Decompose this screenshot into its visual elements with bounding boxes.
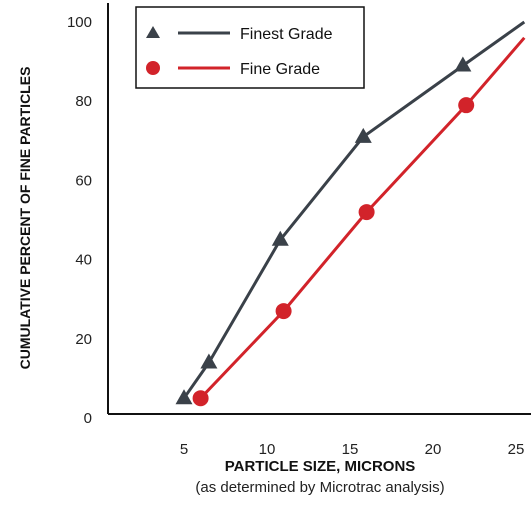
legend-circle-marker-icon — [146, 61, 160, 75]
x-tick-label: 15 — [342, 441, 359, 458]
x-tick-label: 25 — [508, 441, 525, 458]
legend-label-fine: Fine Grade — [240, 61, 320, 78]
data-point-circle — [358, 204, 375, 221]
data-point-circle — [192, 390, 209, 407]
legend: Finest Grade Fine Grade — [135, 6, 365, 89]
data-point-triangle — [454, 56, 472, 72]
data-series — [175, 20, 526, 407]
legend-box — [135, 6, 365, 89]
y-tick-label: 0 — [84, 410, 92, 427]
data-point-circle — [275, 303, 292, 320]
y-axis-title: CUMULATIVE PERCENT OF FINE PARTICLES — [17, 67, 33, 370]
data-point-triangle — [175, 389, 193, 405]
x-tick-label: 20 — [425, 441, 442, 458]
legend-triangle-marker-icon — [146, 26, 160, 38]
x-tick-label: 5 — [180, 441, 188, 458]
data-point-triangle — [200, 353, 218, 369]
y-tick-label: 100 — [67, 14, 92, 31]
data-point-triangle — [354, 127, 372, 143]
data-point-triangle — [271, 230, 289, 246]
legend-label-finest: Finest Grade — [240, 26, 333, 43]
y-tick-label: 60 — [75, 172, 92, 189]
x-axis-title: PARTICLE SIZE, MICRONS — [225, 458, 416, 475]
tick-labels: 5 10 15 20 25 0 20 40 60 80 100 — [67, 14, 524, 458]
x-axis-note: (as determined by Microtrac analysis) — [195, 479, 444, 496]
y-tick-label: 80 — [75, 93, 92, 110]
x-tick-label: 10 — [259, 441, 276, 458]
y-tick-label: 40 — [75, 252, 92, 269]
y-tick-label: 20 — [75, 331, 92, 348]
data-point-circle — [458, 97, 475, 114]
axes — [107, 3, 531, 415]
